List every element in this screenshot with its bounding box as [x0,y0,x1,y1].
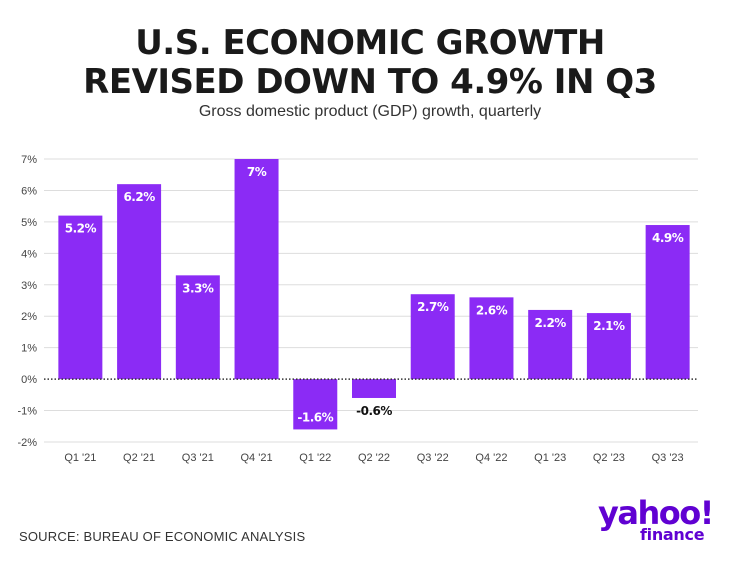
bar [352,379,396,398]
x-tick-label: Q4 '22 [475,452,507,464]
bar [469,297,514,380]
x-tick-label: Q3 '23 [652,452,684,464]
bar [175,275,220,380]
x-tick-label: Q2 '22 [358,452,390,464]
bar [234,159,279,380]
data-label: 2.7% [417,300,449,314]
logo-finance-text: finance [640,525,705,544]
title-line-2: REVISED DOWN TO 4.9% IN Q3 [83,62,657,102]
logo-yahoo-text: yahoo! [598,494,714,532]
yahoo-finance-logo: yahoo! finance [598,496,718,546]
y-tick-label: 2% [21,311,37,323]
bar [117,184,162,380]
y-tick-label: 0% [21,374,37,386]
y-tick-label: -1% [17,406,37,418]
bar [293,379,338,430]
y-tick-label: 4% [21,248,37,260]
title-line-1: U.S. ECONOMIC GROWTH [135,23,605,63]
x-tick-label: Q2 '23 [593,452,625,464]
data-label: 2.2% [535,316,567,330]
source-note: SOURCE: BUREAU OF ECONOMIC ANALYSIS [19,529,306,544]
data-label: 2.1% [593,319,625,333]
x-tick-label: Q2 '21 [123,452,155,464]
bar [586,313,631,380]
y-tick-label: 6% [21,185,37,197]
data-label: 5.2% [65,222,97,236]
chart-subtitle: Gross domestic product (GDP) growth, qua… [198,103,542,120]
y-tick-label: 5% [21,217,37,229]
x-tick-label: Q3 '21 [182,452,214,464]
data-label: 7% [247,165,267,179]
x-tick-label: Q3 '22 [417,452,449,464]
bar [58,215,103,380]
y-tick-label: 1% [21,343,37,355]
y-tick-label: 3% [21,280,37,292]
y-tick-label: 7% [21,154,37,166]
data-label: 2.6% [476,303,508,317]
data-label: -0.6% [356,404,392,418]
data-label: 4.9% [652,231,684,245]
x-tick-label: Q1 '23 [534,452,566,464]
data-label: 6.2% [123,190,155,204]
data-label: 3.3% [182,281,214,295]
chart-title: U.S. ECONOMIC GROWTH REVISED DOWN TO 4.9… [0,24,740,102]
x-tick-label: Q1 '22 [299,452,331,464]
x-tick-label: Q4 '21 [241,452,273,464]
data-label: -1.6% [297,410,333,424]
bar [645,225,690,380]
y-tick-label: -2% [17,437,37,449]
x-tick-label: Q1 '21 [64,452,96,464]
bar [528,309,573,380]
bar [410,294,455,380]
